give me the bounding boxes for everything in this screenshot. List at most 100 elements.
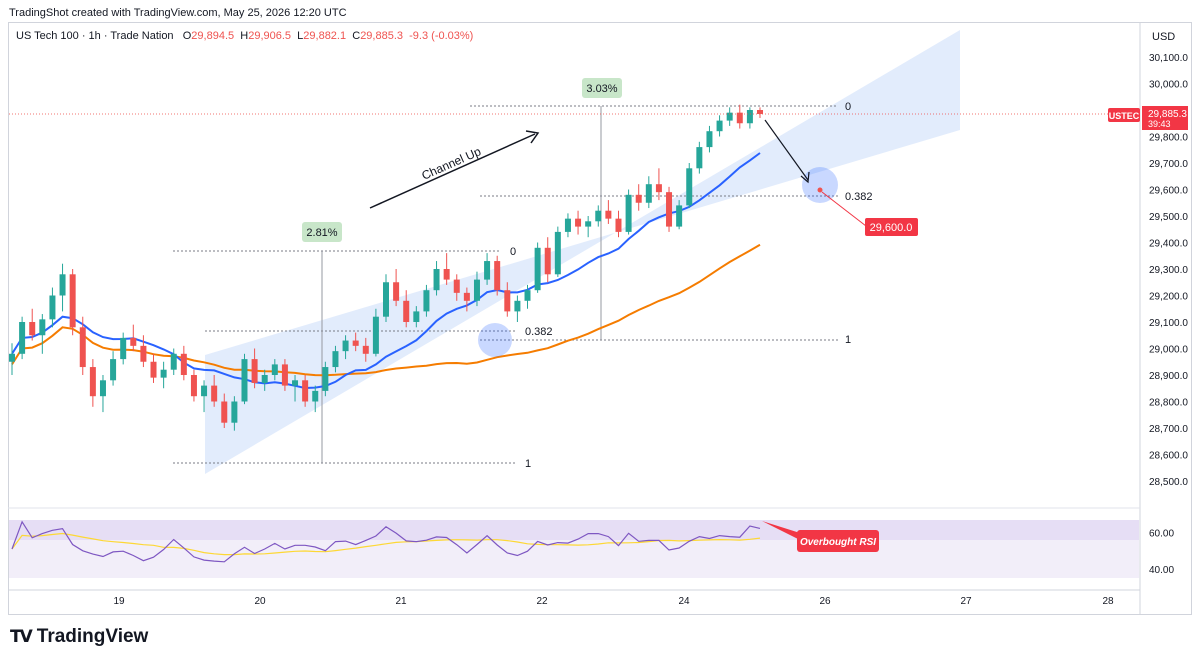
candle-body <box>19 322 26 354</box>
chart-frame <box>8 22 1192 615</box>
candle-body <box>312 390 319 402</box>
candle-body <box>615 218 622 232</box>
ticker-badge <box>1108 108 1140 122</box>
price-tick-label: 28,500.0 <box>1149 477 1188 488</box>
candle-body <box>241 359 248 402</box>
candle-body <box>403 300 410 322</box>
candle-body <box>292 380 299 386</box>
high-value: 29,906.5 <box>248 30 292 42</box>
candle-body <box>423 290 430 312</box>
date-tick-group: 19 20 21 22 24 26 27 28 <box>113 596 1114 607</box>
candle-body <box>79 327 86 368</box>
date-tick-label: 22 <box>536 596 548 607</box>
chart-credit: TradingShot created with TradingView.com… <box>9 7 347 19</box>
candle-body <box>757 110 763 114</box>
candle-body <box>271 364 278 375</box>
date-tick-label: 24 <box>678 596 690 607</box>
candle-body <box>170 353 177 370</box>
candle-body <box>746 110 753 124</box>
candle-body <box>110 359 117 381</box>
candle-body <box>564 218 571 232</box>
candle-body <box>575 218 582 227</box>
open-label: O <box>182 30 192 42</box>
fib-1-label-0382: 0.382 <box>525 326 553 338</box>
candle-body <box>39 319 46 336</box>
candle-body <box>554 231 561 275</box>
candle-body <box>666 192 673 227</box>
candle-body <box>190 375 197 397</box>
rsi-line <box>11 520 761 563</box>
candle-body <box>362 345 369 354</box>
channel-up-arrow-head <box>525 130 540 144</box>
target-circle <box>802 167 838 203</box>
price-tick-label: 29,500.0 <box>1149 212 1188 223</box>
fib-2-label-0: 0 <box>845 101 851 113</box>
channel-up-band <box>205 30 960 474</box>
last-price-badge <box>1142 106 1188 130</box>
last-price-value: 29,885.3 <box>1148 109 1187 120</box>
tradingview-logo[interactable]: 𝗧𝗩 TradingView <box>10 626 148 648</box>
price-tick-label: 30,100.0 <box>1149 53 1188 64</box>
price-tick-label: 28,700.0 <box>1149 424 1188 435</box>
candle-body <box>655 184 662 193</box>
candle-body <box>251 359 258 383</box>
fib-1-change-label: 2.81% <box>306 227 337 239</box>
candle-body <box>413 311 420 322</box>
last-price-countdown: 39:43 <box>1148 119 1171 129</box>
candle-body <box>9 353 15 362</box>
candle-body <box>59 274 66 296</box>
candle-body <box>463 292 470 301</box>
change-value: -9.3 (-0.03%) <box>409 30 474 42</box>
open-value: 29,894.5 <box>191 30 235 42</box>
candle-body <box>160 369 167 378</box>
brand-name: TradingView <box>36 626 149 647</box>
price-tick-label: 29,200.0 <box>1149 292 1188 303</box>
target-callout-line <box>821 191 867 227</box>
support-touch-circle <box>478 323 512 357</box>
candle-body <box>453 279 460 293</box>
candle-body <box>393 282 400 301</box>
candle-body <box>322 367 329 391</box>
fib-1-change-badge <box>302 222 342 242</box>
date-tick-label: 27 <box>960 596 972 607</box>
price-tick-label: 29,400.0 <box>1149 239 1188 250</box>
fib-2-change-badge <box>582 78 622 98</box>
price-tick-label: 29,100.0 <box>1149 318 1188 329</box>
candle-body <box>605 210 612 219</box>
fib-retracement-1[interactable]: 0 0.382 1 2.81% <box>173 222 553 470</box>
candle-body <box>352 340 359 346</box>
symbol-legend[interactable]: US Tech 100 · 1h · Trade Nation O29,894.… <box>16 30 473 42</box>
candle-body <box>494 261 501 291</box>
fib-2-change-label: 3.03% <box>586 83 617 95</box>
candlestick-series <box>9 104 763 431</box>
candle-body <box>524 290 531 301</box>
fib-retracement-2[interactable]: 0 0.382 1 3.03% <box>470 78 873 346</box>
candle-body <box>372 316 379 354</box>
fib-1-label-1: 1 <box>525 458 531 470</box>
price-tick-label: 30,000.0 <box>1149 80 1188 91</box>
date-tick-label: 28 <box>1102 596 1114 607</box>
fast-moving-average-line <box>11 152 761 390</box>
candle-body <box>595 210 602 222</box>
price-tick-label: 29,700.0 <box>1149 159 1188 170</box>
slow-moving-average-line <box>11 243 761 377</box>
price-tick-label: 29,300.0 <box>1149 265 1188 276</box>
candle-body <box>69 274 76 328</box>
candle-body <box>504 290 511 312</box>
candle-body <box>231 401 238 423</box>
candle-body <box>706 131 713 148</box>
target-price-badge <box>865 218 918 236</box>
rsi-tick-label: 60.00 <box>1149 529 1174 540</box>
candle-body <box>150 361 157 378</box>
candle-body <box>29 322 36 336</box>
channel-up-text: Channel Up <box>420 144 484 183</box>
candle-body <box>221 401 228 423</box>
channel-up-arrow <box>369 133 536 209</box>
price-tick-label: 28,800.0 <box>1149 398 1188 409</box>
candle-body <box>443 269 450 280</box>
price-tick-label: 29,600.0 <box>1149 186 1188 197</box>
currency-label: USD <box>1152 31 1175 43</box>
candle-body <box>585 221 592 227</box>
low-value: 29,882.1 <box>303 30 347 42</box>
